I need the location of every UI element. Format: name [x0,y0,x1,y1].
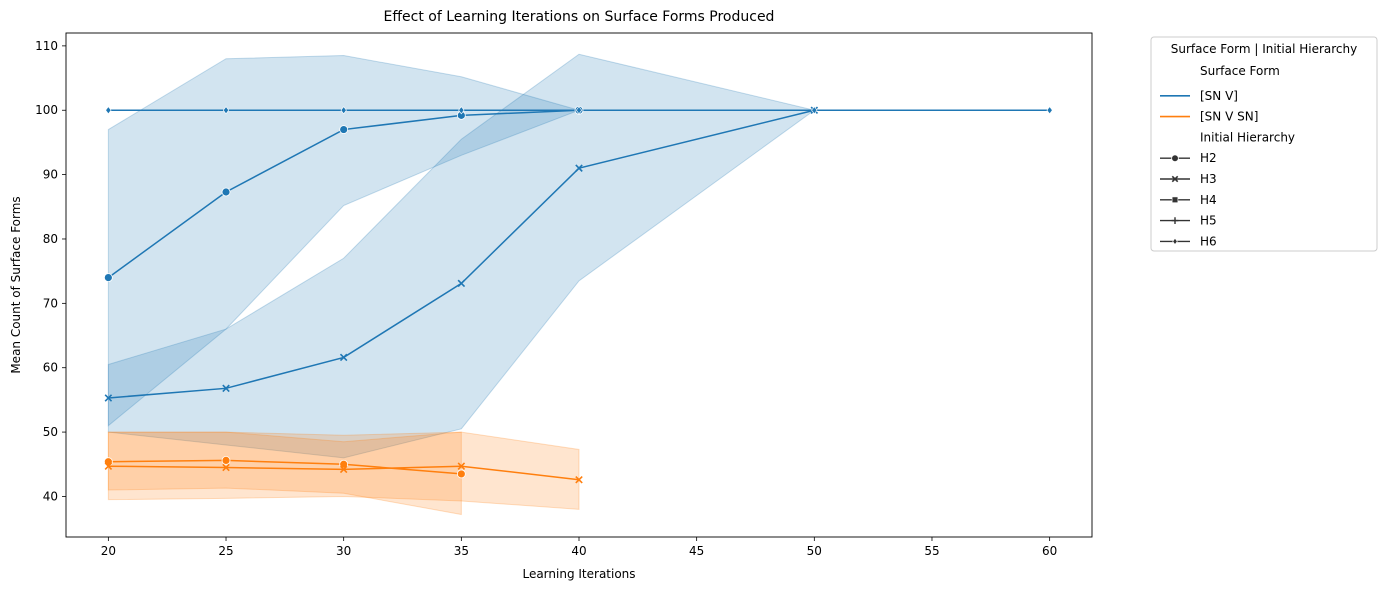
y-axis-label: Mean Count of Surface Forms [9,196,23,373]
legend-hue-label: [SN V] [1200,89,1238,103]
data-point [1046,106,1053,115]
confidence-band [107,431,580,510]
x-axis-label: Learning Iterations [522,567,635,581]
y-tick-label: 90 [43,168,58,182]
data-point [104,462,113,470]
data-point [222,106,230,115]
data-point [457,462,466,470]
x-tick-label: 50 [807,544,822,558]
y-axis-ticks: 40 50 60 70 80 90 100 110 [35,39,66,503]
chart-title: Effect of Learning Iterations on Surface… [384,9,775,25]
x-tick-label: 25 [218,544,233,558]
legend-marker-icon [1171,154,1179,163]
y-tick-label: 50 [43,425,58,439]
data-point [575,106,583,115]
x-tick-label: 30 [336,544,351,558]
data-point [811,106,818,115]
y-tick-label: 110 [35,39,58,53]
legend-marker-icon [1171,217,1179,224]
legend-style-label: H5 [1200,214,1217,228]
legend-style-label: H2 [1200,151,1217,165]
legend-hue-label: [SN V SN] [1200,110,1258,124]
y-tick-label: 100 [35,103,58,117]
confidence-bands [107,53,1050,516]
confidence-band [107,431,462,516]
x-axis-ticks: 20 25 30 35 40 45 50 55 60 [101,537,1057,558]
data-point [339,459,349,469]
data-point [104,394,113,402]
y-tick-label: 80 [43,232,58,246]
y-tick-label: 70 [43,296,58,310]
legend-style-label: H6 [1200,234,1217,248]
legend-style-title: Initial Hierarchy [1200,130,1295,144]
data-point [222,384,230,393]
legend-style-label: H4 [1200,193,1217,207]
data-point [221,187,231,197]
legend-hue-title: Surface Form [1200,64,1280,78]
data-point [103,273,113,282]
legend-title: Surface Form | Initial Hierarchy [1171,42,1357,56]
legend-style-label: H3 [1200,172,1217,186]
x-tick-label: 35 [454,544,469,558]
x-tick-label: 45 [689,544,704,558]
series-line [108,109,815,399]
data-point [458,106,465,115]
legend-marker-icon [1171,196,1179,203]
data-point [105,106,112,115]
y-tick-label: 40 [43,489,58,503]
x-tick-label: 55 [924,544,939,558]
x-tick-label: 40 [571,544,586,558]
data-point [575,164,583,172]
legend-box [1150,36,1378,252]
data-point [339,465,348,474]
data-point [222,463,230,472]
legend: Surface Form | Initial Hierarchy Surface… [1150,36,1378,252]
y-tick-label: 60 [43,361,58,375]
confidence-band [107,55,581,427]
data-point [457,279,466,288]
data-point [340,106,347,115]
confidence-band [107,53,816,459]
legend-marker-icon [1172,237,1178,245]
series-markers [103,105,1053,484]
x-tick-label: 60 [1042,544,1057,558]
data-point [575,475,583,484]
data-point [339,353,348,362]
x-tick-label: 20 [101,544,116,558]
data-point [339,125,349,134]
data-point [456,469,466,479]
data-point [221,456,231,465]
series-line [108,459,462,475]
legend-marker-icon [1171,175,1179,183]
